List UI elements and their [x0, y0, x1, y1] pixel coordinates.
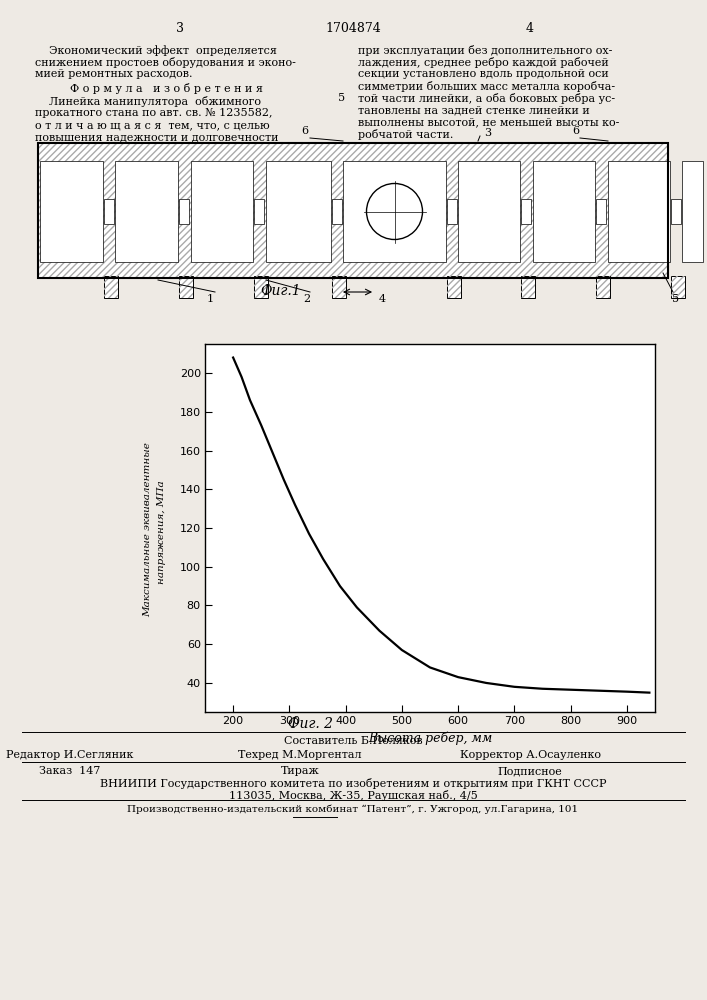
Text: мией ремонтных расходов.: мией ремонтных расходов.: [35, 69, 192, 79]
Bar: [682, 161, 703, 262]
Text: симметрии больших масс металла коробча-: симметрии больших масс металла коробча-: [358, 81, 615, 92]
Text: 4: 4: [526, 22, 534, 35]
Bar: [38, 143, 668, 278]
Text: 5: 5: [339, 93, 346, 103]
Text: Фиг. 2: Фиг. 2: [288, 717, 332, 731]
Bar: [104, 199, 114, 224]
Text: робчатой части.: робчатой части.: [358, 129, 453, 140]
Bar: [266, 161, 331, 262]
Bar: [104, 276, 118, 298]
Text: 5: 5: [672, 294, 679, 304]
Bar: [343, 161, 446, 262]
Text: при эксплуатации без дополнительного ох-: при эксплуатации без дополнительного ох-: [358, 45, 612, 56]
Text: Подписное: Подписное: [498, 766, 562, 776]
Text: 3: 3: [176, 22, 184, 35]
Bar: [332, 276, 346, 298]
Text: Корректор А.Осауленко: Корректор А.Осауленко: [460, 750, 600, 760]
Text: Экономический эффект  определяется: Экономический эффект определяется: [35, 45, 277, 56]
Text: Фиг.1: Фиг.1: [260, 284, 300, 298]
Text: повышения надежности и долговечности: повышения надежности и долговечности: [35, 132, 279, 142]
Text: лаждения, среднее ребро каждой рабочей: лаждения, среднее ребро каждой рабочей: [358, 57, 609, 68]
Text: напряжения, МПа: напряжения, МПа: [158, 480, 167, 584]
Bar: [458, 161, 520, 262]
Text: прокатного стана по авт. св. № 1235582,: прокатного стана по авт. св. № 1235582,: [35, 108, 272, 118]
Bar: [179, 276, 193, 298]
Bar: [104, 276, 118, 298]
Bar: [596, 199, 606, 224]
Bar: [521, 199, 531, 224]
Bar: [608, 161, 670, 262]
Text: снижением простоев оборудования и эконо-: снижением простоев оборудования и эконо-: [35, 57, 296, 68]
Bar: [254, 276, 268, 298]
Bar: [596, 276, 610, 298]
Circle shape: [366, 184, 423, 239]
Bar: [179, 199, 189, 224]
Bar: [40, 161, 103, 262]
Text: 6: 6: [301, 126, 308, 136]
Text: 2: 2: [303, 294, 310, 304]
Text: 6: 6: [573, 126, 580, 136]
Bar: [40, 262, 666, 276]
Bar: [671, 276, 685, 298]
Bar: [521, 276, 535, 298]
Text: Заказ  147: Заказ 147: [40, 766, 100, 776]
Bar: [332, 276, 346, 298]
Text: Линейка манипулятора  обжимного: Линейка манипулятора обжимного: [35, 96, 261, 107]
Bar: [447, 199, 457, 224]
Bar: [671, 199, 681, 224]
Text: Тираж: Тираж: [281, 766, 320, 776]
Bar: [447, 276, 461, 298]
Bar: [332, 199, 342, 224]
Text: тановлены на задней стенке линейки и: тановлены на задней стенке линейки и: [358, 105, 590, 115]
Text: той части линейки, а оба боковых ребра ус-: той части линейки, а оба боковых ребра у…: [358, 93, 615, 104]
Text: о т л и ч а ю щ а я с я  тем, что, с целью: о т л и ч а ю щ а я с я тем, что, с цель…: [35, 120, 269, 130]
Text: 1: 1: [206, 294, 214, 304]
Text: Максимальные эквивалентные: Максимальные эквивалентные: [144, 443, 153, 617]
Text: Техред М.Моргентал: Техред М.Моргентал: [238, 750, 362, 760]
Text: Редактор И.Сегляник: Редактор И.Сегляник: [6, 750, 134, 760]
X-axis label: Высота ребер, мм: Высота ребер, мм: [368, 732, 492, 745]
Text: 113035, Москва, Ж-35, Раушская наб., 4/5: 113035, Москва, Ж-35, Раушская наб., 4/5: [228, 790, 477, 801]
Bar: [38, 143, 668, 278]
Bar: [254, 276, 268, 298]
Text: выполнены высотой, не меньшей высоты ко-: выполнены высотой, не меньшей высоты ко-: [358, 117, 619, 127]
Bar: [533, 161, 595, 262]
Text: Составитель Б.Поляков: Составитель Б.Поляков: [284, 736, 422, 746]
Bar: [191, 161, 253, 262]
Bar: [254, 199, 264, 224]
Bar: [38, 143, 668, 278]
Text: Производственно-издательский комбинат “Патент”, г. Ужгород, ул.Гагарина, 101: Производственно-издательский комбинат “П…: [127, 804, 578, 814]
Bar: [40, 145, 666, 161]
Bar: [115, 161, 178, 262]
Text: Ф о р м у л а   и з о б р е т е н и я: Ф о р м у л а и з о б р е т е н и я: [70, 83, 263, 94]
Text: 1704874: 1704874: [325, 22, 381, 35]
Bar: [671, 276, 685, 298]
Bar: [596, 276, 610, 298]
Text: секции установлено вдоль продольной оси: секции установлено вдоль продольной оси: [358, 69, 609, 79]
Bar: [179, 276, 193, 298]
Bar: [521, 276, 535, 298]
Text: ВНИИПИ Государственного комитета по изобретениям и открытиям при ГКНТ СССР: ВНИИПИ Государственного комитета по изоб…: [100, 778, 606, 789]
Text: 3: 3: [484, 128, 491, 138]
Bar: [447, 276, 461, 298]
Text: 4: 4: [379, 294, 386, 304]
